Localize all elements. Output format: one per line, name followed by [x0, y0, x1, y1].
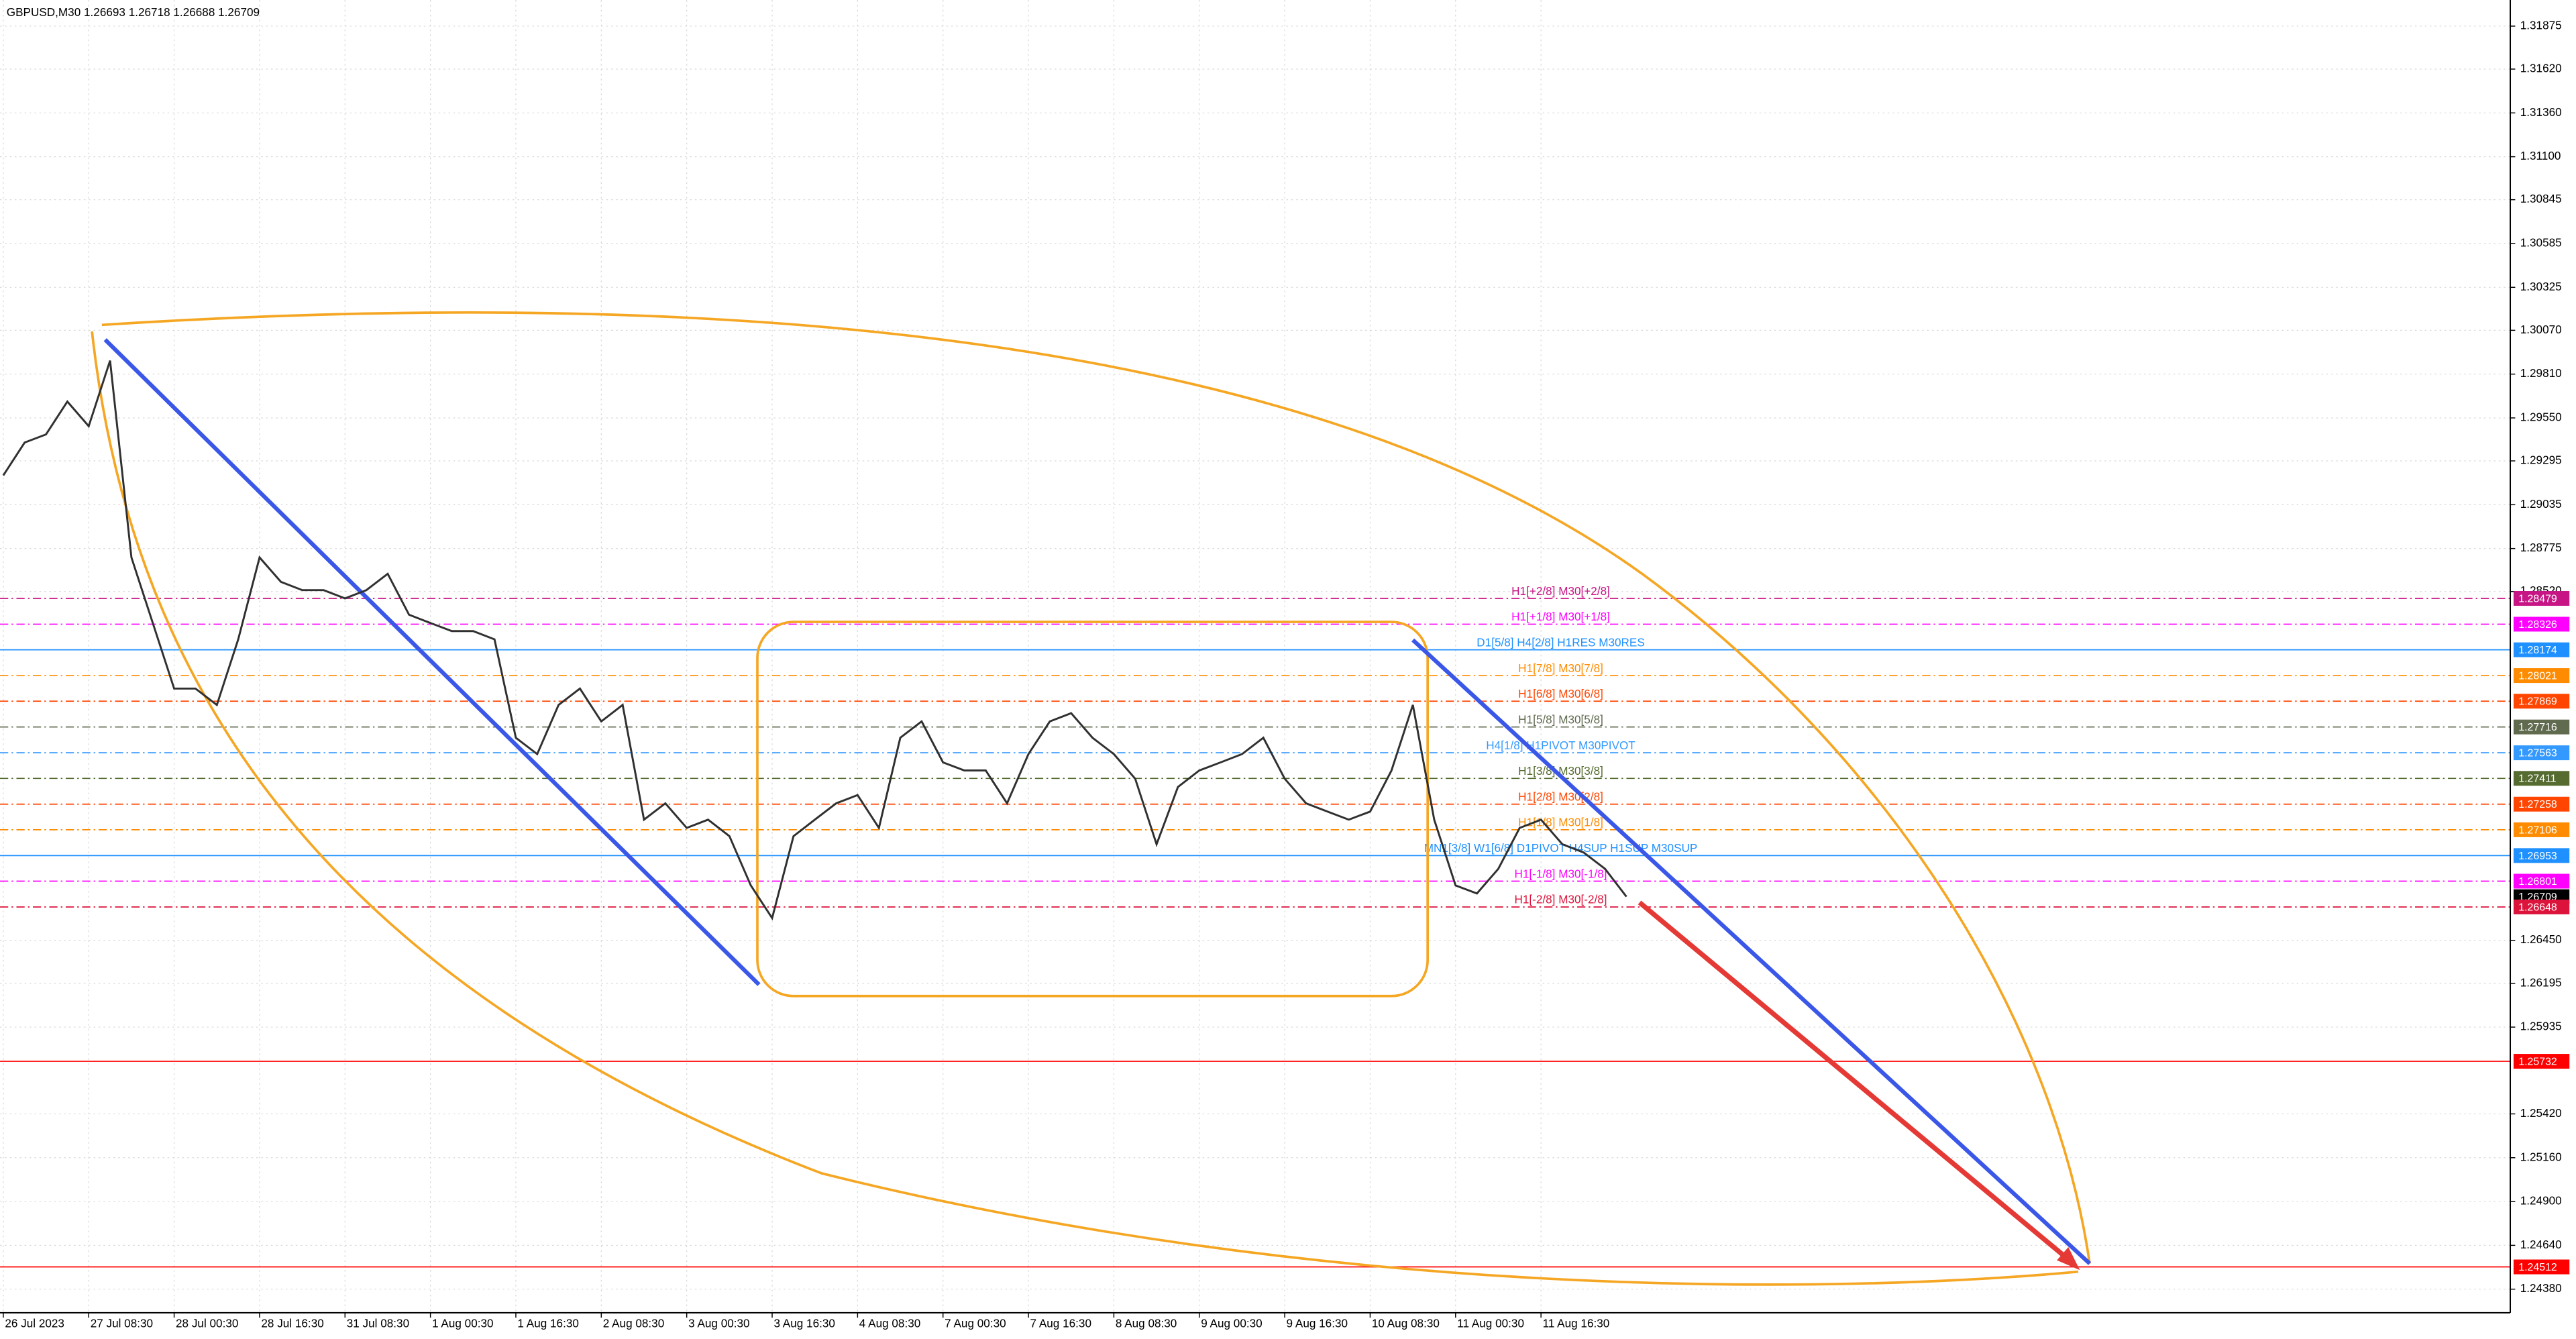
axes: 1.31875 1.31620 1.31360 1.31100 1.30845 1.305… — [3, 18, 2570, 1330]
x-tick-label: 27 Jul 08:30 — [91, 1317, 153, 1330]
trend-line — [103, 338, 761, 986]
y-tick-label: 1.29550 — [2520, 411, 2562, 424]
y-tick-label: 1.30585 — [2520, 236, 2562, 250]
x-tick-label: 11 Aug 00:30 — [1457, 1317, 1524, 1330]
x-tick-label: 3 Aug 00:30 — [688, 1317, 749, 1330]
level-text: H1[6/8] M30[6/8] — [1518, 687, 1603, 700]
x-tick-label: 2 Aug 08:30 — [603, 1317, 664, 1330]
price-label: 1.27869 — [2518, 696, 2557, 708]
level-text: H1[1/8] M30[1/8] — [1518, 816, 1603, 829]
x-tick-label: 28 Jul 00:30 — [176, 1317, 238, 1330]
y-tick-label: 1.29035 — [2520, 497, 2562, 511]
trend-line — [1411, 638, 2092, 1265]
price-label: 1.24512 — [2518, 1262, 2557, 1273]
price-label-box — [2513, 642, 2570, 657]
y-tick-label: 1.29295 — [2520, 453, 2562, 467]
price-label: 1.25732 — [2518, 1057, 2557, 1068]
y-tick-label: 1.26450 — [2520, 932, 2562, 946]
arc-lower — [91, 331, 2079, 1286]
price-label: 1.26648 — [2518, 902, 2557, 913]
price-label-box — [2513, 745, 2570, 761]
range-box — [756, 621, 1429, 998]
level-text: MN1[3/8] W1[6/8] D1PIVOT H4SUP H1SUP M30… — [1424, 841, 1698, 855]
price-label-box — [2513, 873, 2570, 889]
x-tick-label: 26 Jul 2023 — [5, 1317, 64, 1330]
y-tick-label: 1.24900 — [2520, 1194, 2562, 1208]
x-tick-label: 10 Aug 08:30 — [1372, 1317, 1440, 1330]
level-text: H1[+2/8] M30[+2/8] — [1511, 584, 1610, 598]
price-label: 1.27716 — [2518, 722, 2557, 733]
y-tick-label: 1.31620 — [2520, 62, 2562, 75]
price-label: 1.28479 — [2518, 593, 2557, 604]
y-tick-label: 1.25935 — [2520, 1020, 2562, 1033]
grid — [0, 0, 2511, 1313]
x-tick-label: 3 Aug 16:30 — [773, 1317, 835, 1330]
levels: H1[+2/8] M30[+2/8] H1[+1/8] M30[+1/8] D1[5… — [0, 584, 2511, 1268]
level-text: D1[5/8] H4[2/8] H1RES M30RES — [1477, 635, 1644, 649]
y-tick-label: 1.26195 — [2520, 975, 2562, 989]
x-tick-label: 7 Aug 16:30 — [1030, 1317, 1091, 1330]
x-tick-label: 8 Aug 08:30 — [1116, 1317, 1177, 1330]
y-tick-label: 1.29810 — [2520, 366, 2562, 380]
x-tick-label: 4 Aug 08:30 — [859, 1317, 920, 1330]
price-label-box — [2513, 796, 2570, 812]
price-label-box — [2513, 668, 2570, 684]
price-label: 1.27258 — [2518, 799, 2557, 810]
y-tick-label: 1.31875 — [2520, 18, 2562, 32]
arc-upper — [101, 311, 2091, 1264]
price-label: 1.27106 — [2518, 824, 2557, 836]
level-text: H1[+1/8] M30[+1/8] — [1511, 610, 1610, 623]
price-label-box — [2513, 591, 2570, 606]
price-label: 1.28326 — [2518, 619, 2557, 631]
price-label-box — [2513, 1054, 2570, 1069]
level-text: H1[3/8] M30[3/8] — [1518, 764, 1603, 778]
price-label: 1.28174 — [2518, 645, 2557, 656]
price-label-box — [2513, 848, 2570, 863]
y-tick-label: 1.28775 — [2520, 541, 2562, 554]
x-tick-label: 7 Aug 00:30 — [945, 1317, 1006, 1330]
y-tick-label: 1.24380 — [2520, 1281, 2562, 1295]
x-tick-label: 28 Jul 16:30 — [261, 1317, 323, 1330]
level-text: H1[7/8] M30[7/8] — [1518, 661, 1603, 675]
x-tick-label: 1 Aug 00:30 — [432, 1317, 493, 1330]
y-tick-label: 1.30070 — [2520, 323, 2562, 336]
level-text: H1[5/8] M30[5/8] — [1518, 712, 1603, 726]
y-tick-label: 1.31360 — [2520, 105, 2562, 119]
price-label: 1.28021 — [2518, 670, 2557, 682]
y-tick-label: 1.30845 — [2520, 192, 2562, 205]
arrow-head — [2057, 1247, 2080, 1271]
y-tick-label: 1.30325 — [2520, 280, 2562, 293]
price-label-box — [2513, 694, 2570, 709]
price-label-box — [2513, 719, 2570, 735]
price-label: 1.26953 — [2518, 851, 2557, 862]
x-tick-label: 31 Jul 08:30 — [347, 1317, 409, 1330]
price — [2, 360, 1627, 921]
y-tick-label: 1.24640 — [2520, 1238, 2562, 1251]
price-label-box — [2513, 771, 2570, 786]
forecast-arrow — [1638, 900, 2075, 1266]
price-line — [2, 360, 1627, 921]
level-text: H1[-1/8] M30[-1/8] — [1514, 867, 1607, 880]
drawings — [91, 311, 2092, 1286]
chart-title: GBPUSD,M30 1.26693 1.26718 1.26688 1.267… — [7, 5, 260, 19]
x-tick-label: 9 Aug 00:30 — [1201, 1317, 1262, 1330]
price-label-box — [2513, 617, 2570, 632]
x-tick-label: 11 Aug 16:30 — [1543, 1317, 1610, 1330]
x-tick-label: 9 Aug 16:30 — [1287, 1317, 1348, 1330]
price-label-box — [2513, 1259, 2570, 1275]
price-label-box — [2513, 822, 2570, 837]
price-label-box — [2513, 899, 2570, 914]
level-text: H4[1/8] H1PIVOT M30PIVOT — [1486, 739, 1635, 752]
price-label: 1.27411 — [2518, 773, 2556, 785]
price-label: 1.27563 — [2518, 748, 2557, 759]
x-tick-label: 1 Aug 16:30 — [517, 1317, 578, 1330]
y-tick-label: 1.25160 — [2520, 1150, 2562, 1163]
y-tick-label: 1.31100 — [2520, 149, 2561, 162]
y-tick-label: 1.25420 — [2520, 1106, 2562, 1120]
price-label: 1.26801 — [2518, 876, 2557, 888]
level-text: H1[-2/8] M30[-2/8] — [1514, 893, 1607, 906]
